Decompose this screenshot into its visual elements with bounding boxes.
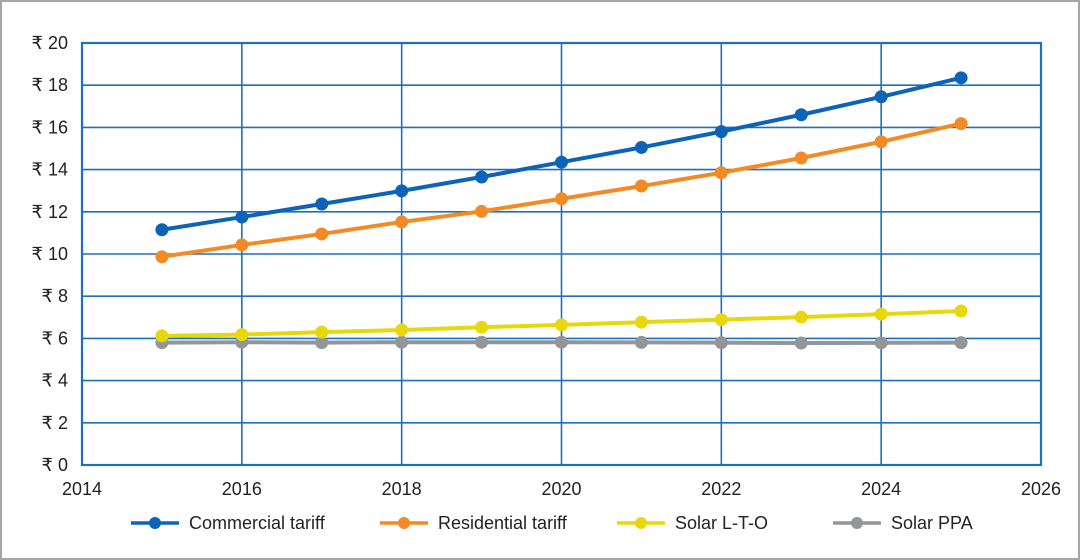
y-tick-label: ₹ 4	[42, 371, 68, 391]
data-point-commercial-tariff[interactable]	[954, 71, 968, 85]
data-point-solar-l-t-o[interactable]	[555, 318, 568, 332]
legend-label: Residential tariff	[438, 513, 568, 533]
legend-marker-icon	[851, 517, 863, 529]
y-tick-label: ₹ 20	[32, 33, 68, 53]
data-point-solar-l-t-o[interactable]	[315, 325, 329, 339]
series-residential-tariff	[155, 117, 968, 264]
data-point-commercial-tariff[interactable]	[794, 108, 808, 122]
data-point-residential-tariff[interactable]	[555, 192, 568, 206]
series-group	[155, 71, 968, 350]
legend-item-residential-tariff[interactable]: Residential tariff	[380, 513, 568, 533]
data-point-solar-l-t-o[interactable]	[634, 315, 648, 329]
data-point-solar-l-t-o[interactable]	[714, 313, 728, 327]
y-tick-label: ₹ 2	[42, 413, 68, 433]
data-point-commercial-tariff[interactable]	[714, 125, 728, 139]
legend-label: Solar PPA	[891, 513, 973, 533]
data-point-solar-l-t-o[interactable]	[155, 329, 169, 343]
data-point-solar-ppa[interactable]	[634, 335, 648, 349]
data-point-commercial-tariff[interactable]	[395, 184, 409, 198]
x-tick-label: 2018	[382, 479, 422, 499]
y-tick-label: ₹ 0	[42, 455, 68, 475]
data-point-residential-tariff[interactable]	[235, 238, 249, 252]
y-tick-label: ₹ 18	[32, 75, 68, 95]
data-point-solar-l-t-o[interactable]	[395, 323, 409, 337]
data-point-solar-ppa[interactable]	[794, 336, 808, 350]
legend-item-solar-ppa[interactable]: Solar PPA	[833, 513, 973, 533]
legend: Commercial tariff Residential tariff Solar…	[131, 513, 973, 533]
x-tick-label: 2022	[701, 479, 741, 499]
data-point-residential-tariff[interactable]	[954, 117, 968, 131]
data-point-solar-l-t-o[interactable]	[235, 328, 249, 342]
data-point-solar-l-t-o[interactable]	[475, 320, 489, 334]
data-point-solar-ppa[interactable]	[714, 336, 728, 350]
series-solar-l-t-o	[155, 304, 968, 343]
data-point-commercial-tariff[interactable]	[874, 90, 888, 104]
legend-label: Solar L-T-O	[675, 513, 768, 533]
data-point-residential-tariff[interactable]	[475, 204, 489, 218]
data-point-residential-tariff[interactable]	[714, 166, 728, 180]
data-point-solar-l-t-o[interactable]	[794, 310, 808, 324]
data-point-commercial-tariff[interactable]	[555, 155, 568, 169]
data-point-solar-ppa[interactable]	[874, 336, 888, 350]
y-tick-label: ₹ 6	[42, 328, 68, 348]
grid	[80, 41, 1043, 467]
data-point-solar-ppa[interactable]	[475, 335, 489, 349]
data-point-solar-ppa[interactable]	[315, 336, 329, 350]
legend-marker-icon	[149, 517, 161, 529]
data-point-commercial-tariff[interactable]	[315, 197, 329, 211]
x-tick-label: 2024	[861, 479, 901, 499]
x-tick-label: 2014	[62, 479, 102, 499]
x-axis-ticks: 2014 2016 2018 2020 2022 2024 2026	[62, 479, 1061, 499]
x-tick-label: 2020	[541, 479, 581, 499]
legend-marker-icon	[398, 517, 410, 529]
data-point-commercial-tariff[interactable]	[475, 170, 489, 184]
data-point-solar-l-t-o[interactable]	[954, 304, 968, 318]
data-point-solar-l-t-o[interactable]	[874, 307, 888, 321]
data-point-solar-ppa[interactable]	[555, 335, 568, 349]
y-tick-label: ₹ 12	[32, 202, 68, 222]
legend-label: Commercial tariff	[189, 513, 326, 533]
legend-marker-icon	[635, 517, 647, 529]
plot-area-border	[80, 41, 1043, 467]
data-point-residential-tariff[interactable]	[874, 135, 888, 149]
data-point-residential-tariff[interactable]	[155, 250, 169, 264]
y-axis-ticks: ₹ 0 ₹ 2 ₹ 4 ₹ 6 ₹ 8 ₹ 10 ₹ 12 ₹ 14 ₹ 16 ₹ 18 ₹ 20	[32, 33, 68, 475]
x-tick-label: 2016	[222, 479, 262, 499]
legend-item-commercial-tariff[interactable]: Commercial tariff	[131, 513, 326, 533]
series-commercial-tariff	[155, 71, 968, 237]
data-point-solar-ppa[interactable]	[954, 336, 968, 350]
data-point-residential-tariff[interactable]	[634, 179, 648, 193]
y-tick-label: ₹ 8	[42, 286, 68, 306]
y-tick-label: ₹ 10	[32, 244, 68, 264]
data-point-residential-tariff[interactable]	[794, 151, 808, 165]
data-point-commercial-tariff[interactable]	[634, 140, 648, 154]
data-point-commercial-tariff[interactable]	[235, 210, 249, 224]
data-point-residential-tariff[interactable]	[315, 227, 329, 241]
series-solar-ppa	[155, 335, 968, 350]
data-point-commercial-tariff[interactable]	[155, 223, 169, 237]
x-tick-label: 2026	[1021, 479, 1061, 499]
data-point-solar-ppa[interactable]	[395, 335, 409, 349]
legend-item-solar-l-t-o[interactable]: Solar L-T-O	[617, 513, 768, 533]
y-tick-label: ₹ 14	[32, 160, 68, 180]
data-point-residential-tariff[interactable]	[395, 215, 409, 229]
y-tick-label: ₹ 16	[32, 117, 68, 137]
